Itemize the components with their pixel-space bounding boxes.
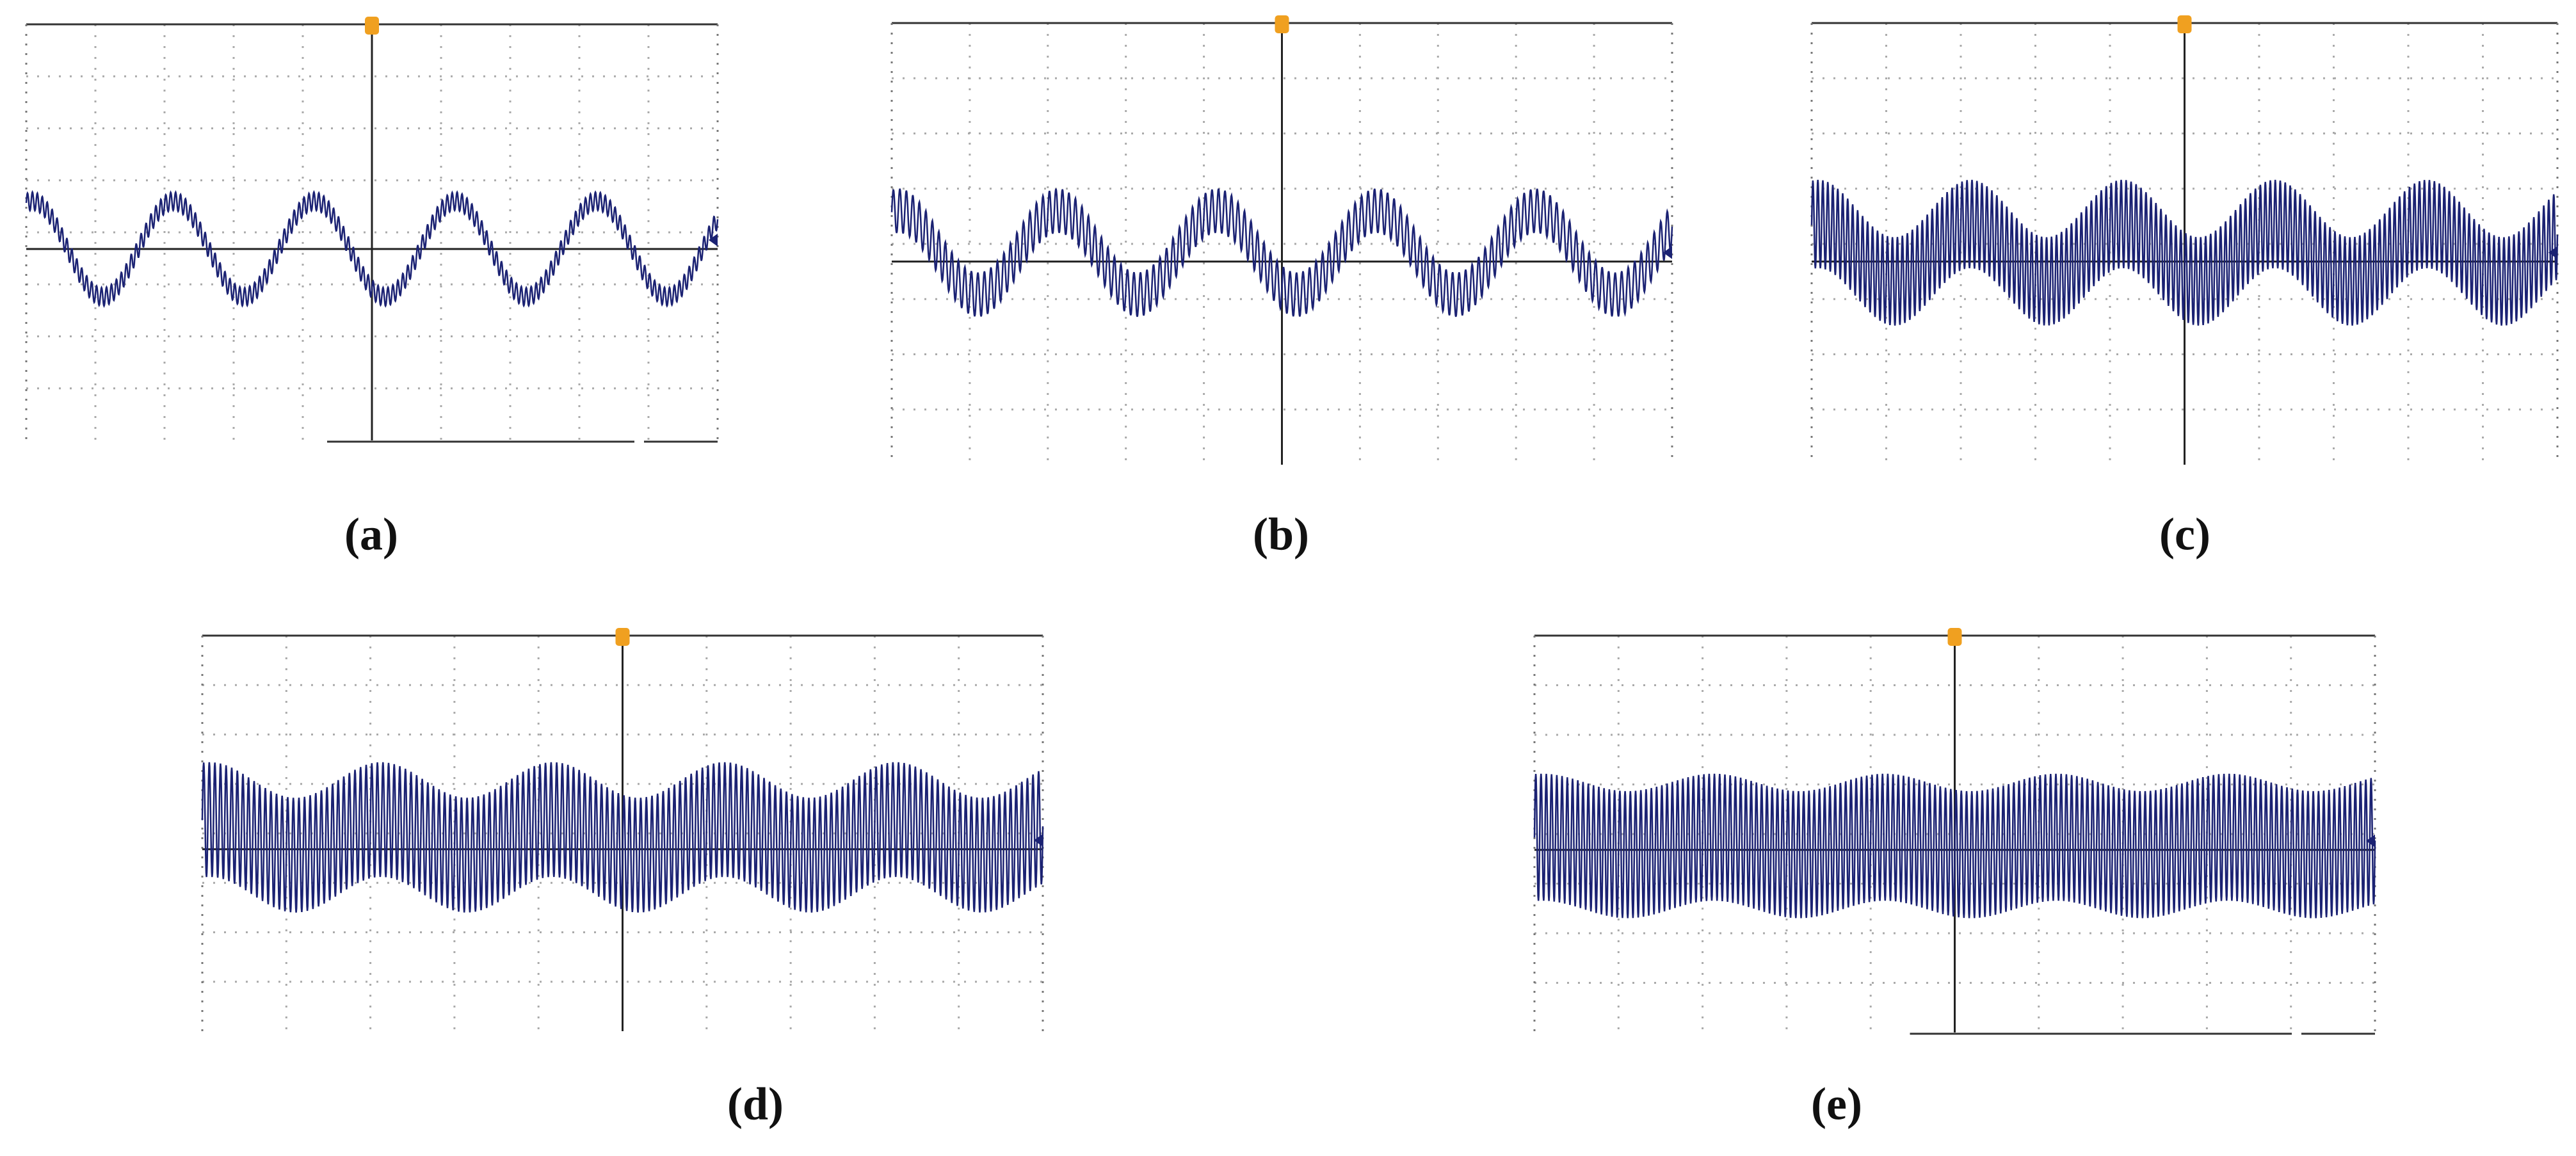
scope-panel: (a) <box>25 17 719 560</box>
trigger-marker <box>615 628 630 646</box>
trigger-marker <box>1275 15 1289 33</box>
scope-panel: (b) <box>890 15 1673 560</box>
trigger-marker <box>2177 15 2192 33</box>
trigger-marker <box>365 17 379 35</box>
waveform <box>1810 179 2559 326</box>
scope-panel: (e) <box>1533 628 2376 1130</box>
panel-label: (d) <box>727 1079 784 1130</box>
waveform <box>890 188 1673 317</box>
waveform <box>1533 773 2376 919</box>
panel-label: (b) <box>1253 509 1309 560</box>
waveform <box>201 762 1044 913</box>
trigger-marker <box>1947 628 1962 646</box>
scope-panel: (c) <box>1810 15 2559 560</box>
scope-panel: (d) <box>201 628 1044 1130</box>
panel-label: (c) <box>2159 509 2210 560</box>
panel-label: (a) <box>344 509 398 560</box>
waveform <box>25 189 719 309</box>
ground-marker <box>709 234 718 246</box>
panel-label: (e) <box>1811 1079 1862 1130</box>
